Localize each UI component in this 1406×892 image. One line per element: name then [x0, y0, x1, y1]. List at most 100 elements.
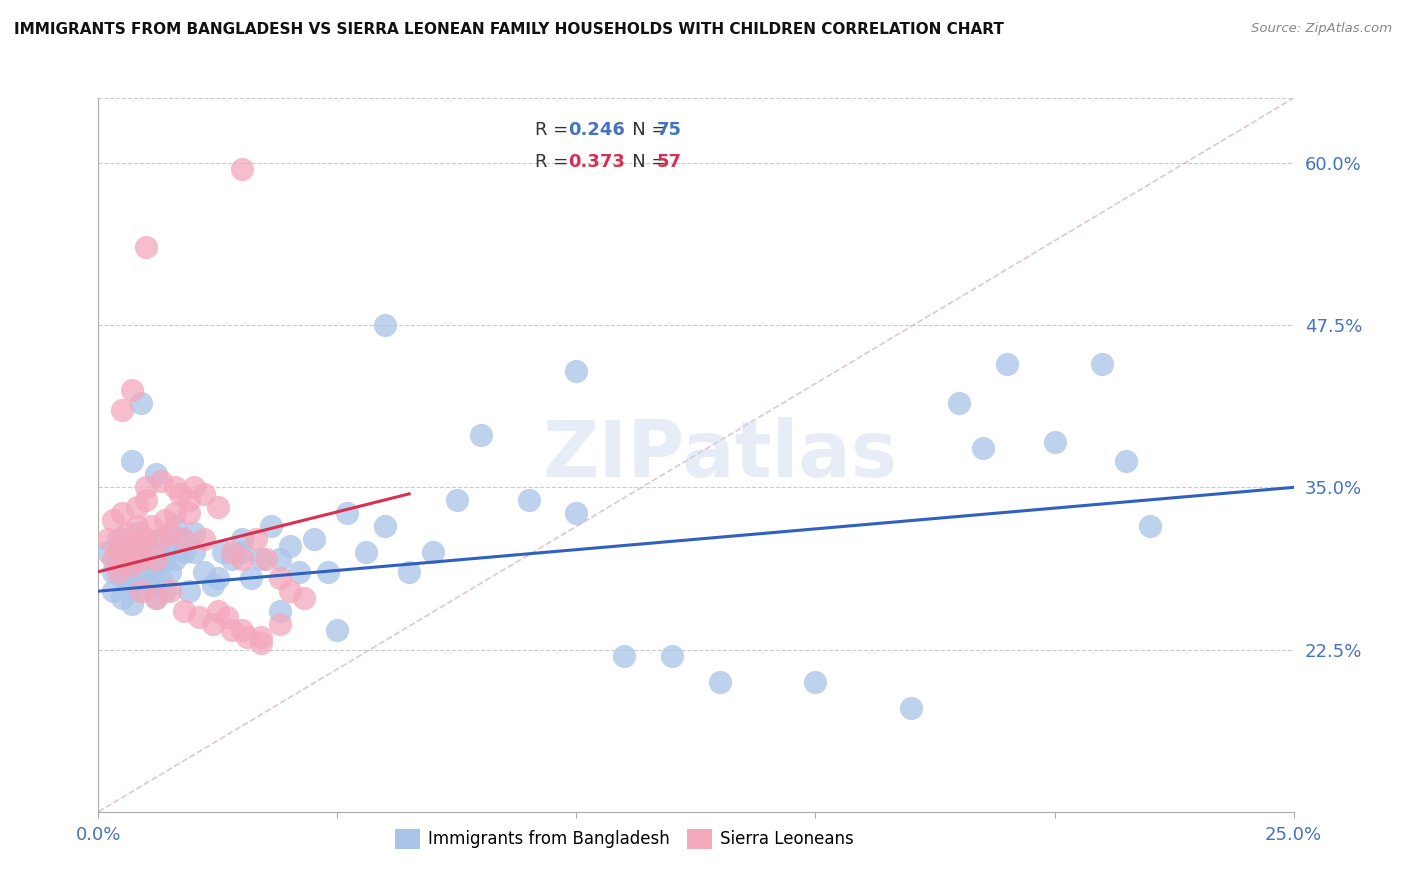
Point: [139, 519, 162, 533]
Point: [948, 396, 970, 410]
Point: [254, 551, 277, 566]
Point: [240, 571, 263, 585]
Point: [169, 487, 191, 501]
Point: [231, 545, 253, 559]
Point: [179, 493, 201, 508]
Point: [107, 545, 129, 559]
Point: [661, 648, 683, 663]
Point: [97, 533, 120, 547]
Point: [131, 539, 153, 553]
Point: [139, 545, 162, 559]
Point: [398, 565, 420, 579]
Point: [995, 357, 1018, 371]
Point: [115, 558, 138, 573]
Point: [139, 577, 162, 591]
Point: [115, 551, 138, 566]
Point: [183, 545, 205, 559]
Point: [163, 480, 186, 494]
Point: [159, 539, 181, 553]
Point: [135, 565, 157, 579]
Point: [517, 493, 540, 508]
Point: [149, 533, 172, 547]
Point: [1139, 519, 1161, 533]
Point: [446, 493, 468, 508]
Point: [269, 571, 291, 585]
Point: [179, 584, 201, 599]
Point: [135, 533, 157, 547]
Point: [149, 533, 172, 547]
Point: [131, 396, 153, 410]
Legend: Immigrants from Bangladesh, Sierra Leoneans: Immigrants from Bangladesh, Sierra Leone…: [387, 821, 862, 857]
Point: [169, 533, 191, 547]
Point: [231, 623, 253, 637]
Point: [155, 584, 177, 599]
Point: [231, 533, 253, 547]
Point: [145, 558, 167, 573]
Point: [173, 604, 195, 618]
Point: [145, 591, 167, 605]
Point: [217, 610, 239, 624]
Point: [972, 442, 994, 456]
Point: [155, 551, 177, 566]
Point: [183, 480, 205, 494]
Text: 75: 75: [657, 120, 682, 138]
Point: [269, 604, 291, 618]
Point: [207, 604, 229, 618]
Point: [131, 584, 153, 599]
Point: [159, 565, 181, 579]
Point: [250, 636, 273, 650]
Point: [231, 551, 253, 566]
Point: [709, 675, 731, 690]
Point: [111, 571, 134, 585]
Point: [1091, 357, 1114, 371]
Text: Source: ZipAtlas.com: Source: ZipAtlas.com: [1251, 22, 1392, 36]
Point: [187, 610, 209, 624]
Point: [131, 551, 153, 566]
Point: [245, 533, 267, 547]
Point: [145, 591, 167, 605]
Point: [163, 519, 186, 533]
Point: [121, 558, 143, 573]
Point: [159, 525, 181, 540]
Point: [221, 545, 243, 559]
Point: [354, 545, 377, 559]
Point: [107, 565, 129, 579]
Text: N =: N =: [614, 153, 672, 171]
Point: [111, 402, 134, 417]
Point: [107, 533, 129, 547]
Point: [900, 701, 922, 715]
Point: [121, 597, 143, 611]
Point: [374, 318, 396, 333]
Point: [97, 545, 120, 559]
Point: [145, 467, 167, 482]
Point: [125, 525, 148, 540]
Point: [135, 493, 157, 508]
Point: [565, 363, 588, 377]
Point: [179, 506, 201, 520]
Point: [101, 513, 124, 527]
Point: [173, 545, 195, 559]
Point: [278, 584, 301, 599]
Point: [211, 545, 233, 559]
Point: [121, 539, 143, 553]
Text: 0.373: 0.373: [568, 153, 626, 171]
Point: [107, 551, 129, 566]
Point: [302, 533, 325, 547]
Point: [173, 533, 195, 547]
Point: [336, 506, 359, 520]
Point: [269, 551, 291, 566]
Point: [111, 533, 134, 547]
Point: [121, 577, 143, 591]
Point: [235, 630, 257, 644]
Point: [288, 565, 311, 579]
Point: [149, 474, 172, 488]
Point: [145, 551, 167, 566]
Point: [131, 551, 153, 566]
Point: [202, 616, 225, 631]
Text: N =: N =: [614, 120, 672, 138]
Point: [1115, 454, 1137, 468]
Text: IMMIGRANTS FROM BANGLADESH VS SIERRA LEONEAN FAMILY HOUSEHOLDS WITH CHILDREN COR: IMMIGRANTS FROM BANGLADESH VS SIERRA LEO…: [14, 22, 1004, 37]
Point: [155, 513, 177, 527]
Point: [292, 591, 315, 605]
Point: [250, 630, 273, 644]
